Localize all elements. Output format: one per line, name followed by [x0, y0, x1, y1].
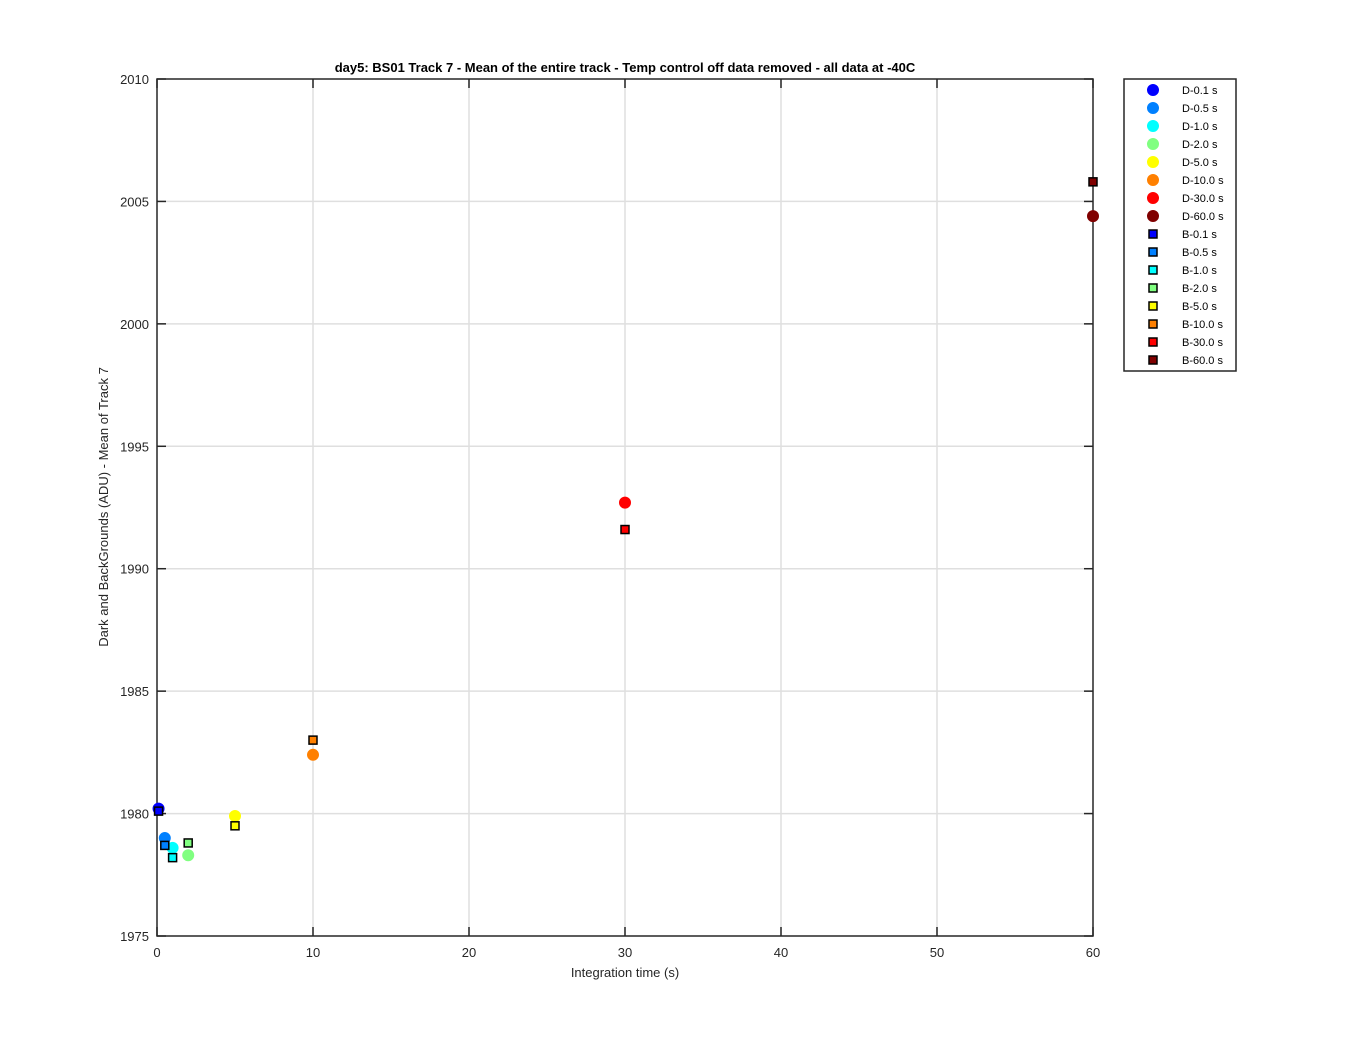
legend-marker-circle	[1147, 102, 1159, 114]
legend-label: B-30.0 s	[1182, 337, 1223, 349]
data-point-square	[230, 821, 240, 831]
y-tick-label: 2005	[120, 194, 149, 209]
data-point-circle	[619, 496, 631, 509]
legend-label: B-2.0 s	[1182, 283, 1217, 295]
legend-label: D-5.0 s	[1182, 157, 1218, 169]
legend-marker-square	[1148, 319, 1158, 329]
y-tick-label: 1975	[120, 929, 149, 944]
data-point-square	[167, 852, 178, 863]
chart-title: day5: BS01 Track 7 - Mean of the entire …	[335, 60, 916, 75]
grid-lines	[157, 79, 1093, 936]
data-point-circle	[229, 810, 241, 823]
legend-marker-square	[1148, 301, 1158, 311]
y-axis-title: Dark and BackGrounds (ADU) - Mean of Tra…	[96, 367, 111, 647]
x-axis-title: Integration time (s)	[571, 965, 679, 980]
legend-label: D-0.5 s	[1182, 103, 1218, 115]
legend-entries: D-0.1 s D-0.5 s D-1.0 s D-2.0 s D-5.0 s D-10.…	[1147, 84, 1224, 367]
legend-marker-circle	[1147, 210, 1159, 222]
y-tick-label: 2000	[120, 317, 149, 332]
legend-label: B-5.0 s	[1182, 301, 1217, 313]
legend-label: D-1.0 s	[1182, 121, 1218, 133]
legend-label: D-0.1 s	[1182, 85, 1218, 97]
legend-marker-square	[1148, 355, 1158, 365]
data-point-circle	[182, 849, 195, 862]
legend-label: D-60.0 s	[1182, 211, 1224, 223]
legend-label: D-30.0 s	[1182, 193, 1224, 205]
y-tick-label: 1980	[120, 807, 149, 822]
legend-marker-circle	[1147, 174, 1159, 186]
legend-label: B-10.0 s	[1182, 319, 1223, 331]
legend-label: D-2.0 s	[1182, 139, 1218, 151]
legend-marker-square	[1148, 229, 1158, 239]
legend-marker-circle	[1147, 192, 1159, 204]
y-tick-label: 2010	[120, 72, 149, 87]
data-point-square	[1088, 177, 1098, 187]
x-tick-label: 0	[153, 945, 160, 960]
legend-marker-circle	[1147, 138, 1159, 150]
x-tick-label: 30	[618, 945, 632, 960]
x-tick-label: 60	[1086, 945, 1100, 960]
data-point-square	[160, 840, 170, 851]
y-tick-label: 1995	[120, 439, 149, 454]
axis-ticks	[156, 78, 1094, 937]
x-tick-label: 40	[774, 945, 788, 960]
legend-marker-circle	[1147, 84, 1159, 96]
legend-label: B-0.5 s	[1182, 247, 1217, 259]
legend-box	[1123, 78, 1237, 372]
data-point-square	[153, 806, 164, 816]
data-markers	[152, 177, 1099, 863]
x-tick-label: 20	[462, 945, 476, 960]
legend-marker-circle	[1147, 120, 1159, 132]
x-tick-label: 50	[930, 945, 944, 960]
legend-marker-square	[1148, 337, 1158, 347]
data-point-square	[308, 735, 318, 745]
legend-label: B-1.0 s	[1182, 265, 1217, 277]
data-point-circle	[1087, 210, 1099, 223]
x-tick-labels: 0 10 20 30 40 50 60	[153, 945, 1100, 960]
data-point-circle	[307, 748, 319, 761]
legend-marker-circle	[1147, 156, 1159, 168]
legend-marker-square	[1148, 265, 1158, 275]
data-point-square	[620, 524, 630, 535]
legend-label: B-60.0 s	[1182, 355, 1223, 367]
legend: D-0.1 s D-0.5 s D-1.0 s D-2.0 s D-5.0 s D-10.…	[1123, 78, 1237, 372]
y-tick-label: 1990	[120, 562, 149, 577]
y-tick-labels: 1975 1980 1985 1990 1995 2000 2005 2010	[120, 72, 149, 944]
y-tick-label: 1985	[120, 684, 149, 699]
data-point-square	[183, 838, 193, 848]
legend-marker-square	[1148, 283, 1158, 293]
x-tick-label: 10	[306, 945, 320, 960]
legend-label: D-10.0 s	[1182, 175, 1224, 187]
legend-marker-square	[1148, 247, 1158, 257]
legend-label: B-0.1 s	[1182, 229, 1217, 241]
